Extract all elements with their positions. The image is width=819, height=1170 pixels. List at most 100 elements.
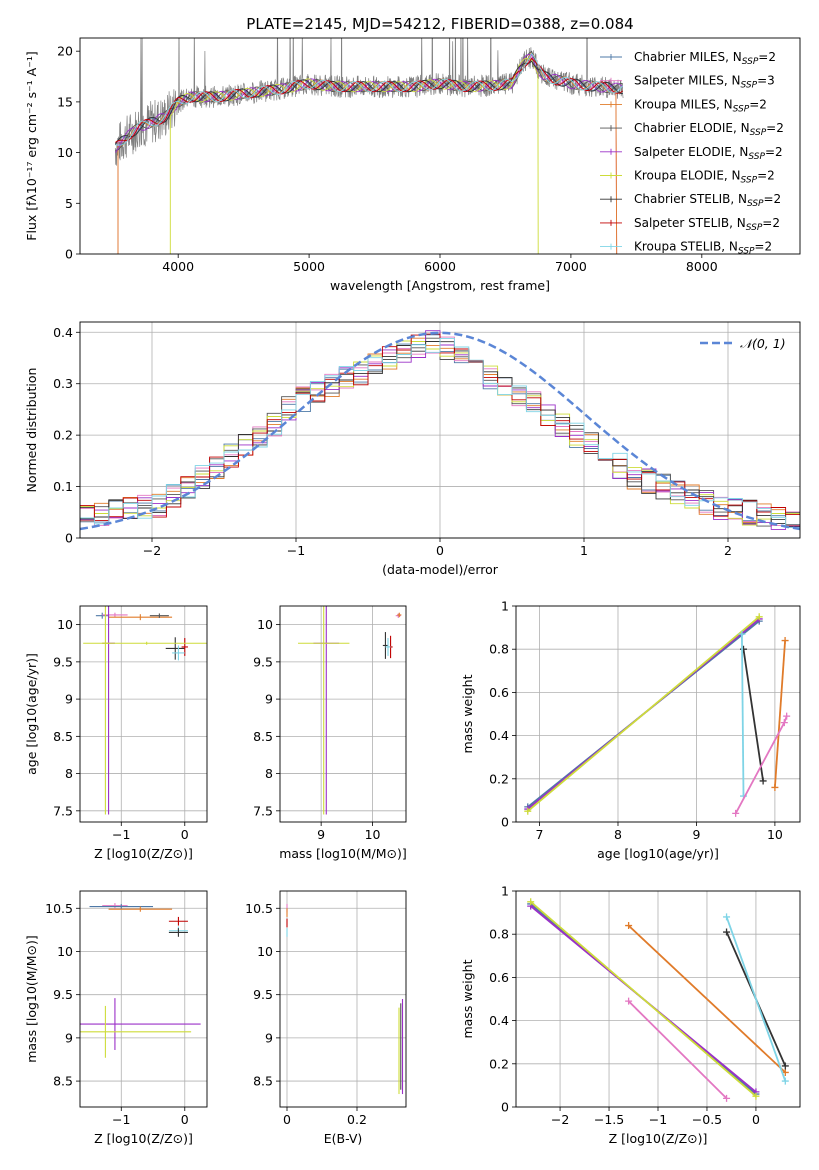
y-tick-label: 10.5 — [45, 901, 73, 916]
x-tick-label: 8 — [614, 827, 622, 842]
legend-label: Kroupa ELODIE, NSSP=2 — [634, 169, 775, 186]
y-tick-label: 0.2 — [489, 1056, 509, 1071]
plot-area — [286, 903, 404, 1095]
x-tick-label: 9 — [692, 827, 700, 842]
y-tick-label: 0.2 — [489, 771, 509, 786]
y-tick-label: 0.8 — [489, 642, 509, 657]
y-tick-label: 0 — [65, 531, 73, 546]
y-tick-label: 8 — [65, 766, 73, 781]
y-tick-label: 9.5 — [53, 654, 73, 669]
axes-frame — [79, 37, 801, 255]
y-tick-label: 0.6 — [489, 970, 509, 985]
y-tick-label: 7.5 — [253, 803, 273, 818]
y-tick-label: 0 — [501, 1100, 509, 1115]
plot-area — [524, 613, 791, 817]
model-curve-salpeter-elodie — [114, 54, 624, 153]
figure-title: PLATE=2145, MJD=54212, FIBERID=0388, z=0… — [246, 15, 633, 33]
series-marker — [780, 719, 788, 727]
x-tick-label: −1 — [287, 543, 305, 558]
y-tick-label: 7.5 — [53, 803, 73, 818]
y-tick-label: 0.4 — [53, 325, 73, 340]
x-axis-label: mass [log10(M/M⊙)] — [279, 846, 407, 861]
series-line-salpeter-miles — [627, 1000, 728, 1100]
y-tick-label: 10.5 — [245, 901, 273, 916]
x-tick-label: −1.5 — [594, 1112, 624, 1127]
axes-frame — [515, 890, 801, 1108]
series-marker — [740, 645, 748, 653]
x-tick-label: 2 — [724, 543, 732, 558]
x-tick-label: −1 — [112, 1112, 130, 1127]
x-tick-label: 0 — [181, 827, 189, 842]
plot-area — [83, 606, 207, 815]
model-curve-chabrier-miles — [114, 60, 623, 144]
axes-frame — [79, 605, 208, 823]
plot-area — [298, 606, 402, 815]
axes-frame — [79, 321, 801, 539]
x-tick-label: 1 — [580, 543, 588, 558]
panel-age-vs-Z: −1 0 7.5 8 8.5 9 9.5 10 Z [log10(Z/Z⊙)] age [log1… — [24, 605, 208, 861]
panel-weight-vs-age: 7 8 9 10 0 0.2 0.4 0.6 0.8 1 age [log10(age/yr)] ma… — [460, 599, 801, 861]
x-tick-label: 0.2 — [347, 1112, 367, 1127]
x-tick-label: −1 — [112, 827, 130, 842]
y-tick-label: 0.2 — [53, 428, 73, 443]
series-marker — [752, 1092, 760, 1100]
plot-area — [80, 903, 201, 1058]
series-marker — [759, 777, 767, 785]
x-axis-label: wavelength [Angstrom, rest frame] — [330, 278, 550, 293]
y-tick-label: 15 — [57, 94, 73, 109]
series-line-kroupa-elodie — [530, 901, 757, 1097]
series-marker — [524, 807, 532, 815]
y-tick-label: 20 — [57, 44, 73, 59]
series-line-kroupa-elodie — [527, 616, 760, 812]
legend-label: Chabrier MILES, NSSP=2 — [634, 50, 776, 67]
y-tick-label: 1 — [501, 884, 509, 899]
y-tick-label: 0.3 — [53, 376, 73, 391]
x-tick-label: 8000 — [686, 259, 718, 274]
x-tick-label: 9 — [317, 827, 325, 842]
series-marker — [771, 783, 779, 791]
panel-mass-vs-EBV: 0 0.2 8.5 9 9.5 10 10.5 E(B-V) — [245, 890, 407, 1146]
axes-frame — [279, 890, 407, 1108]
x-tick-label: 7000 — [555, 259, 587, 274]
y-tick-label: 10 — [57, 145, 73, 160]
series-marker — [625, 997, 633, 1005]
y-tick-label: 0.4 — [489, 728, 509, 743]
series-marker — [783, 712, 791, 720]
histogram-kroupa-stelib — [80, 337, 800, 529]
x-tick-label: −1 — [649, 1112, 667, 1127]
series-marker — [781, 1062, 789, 1070]
y-tick-label: 0 — [501, 815, 509, 830]
y-tick-label: 1 — [501, 599, 509, 614]
y-tick-label: 10 — [57, 944, 73, 959]
x-tick-label: 0 — [283, 1112, 291, 1127]
series-line-kroupa-stelib — [725, 916, 787, 1082]
y-tick-label: 9 — [265, 692, 273, 707]
x-tick-label: 0 — [752, 1112, 760, 1127]
model-curve-kroupa-stelib — [115, 52, 624, 146]
y-tick-label: 0.4 — [489, 1013, 509, 1028]
series-line-kroupa-miles — [774, 640, 786, 788]
x-axis-label: Z [log10(Z/Z⊙)] — [94, 1131, 193, 1146]
plot-area — [80, 330, 800, 531]
series-line-kroupa-miles — [627, 924, 786, 1074]
y-tick-label: 8.5 — [253, 729, 273, 744]
plot-area — [527, 898, 789, 1102]
axes-frame — [79, 890, 208, 1108]
y-tick-label: 9 — [65, 1030, 73, 1045]
series-marker — [755, 613, 763, 621]
y-tick-label: 9 — [65, 692, 73, 707]
legend-label: Chabrier ELODIE, NSSP=2 — [634, 121, 784, 138]
y-tick-label: 0.6 — [489, 685, 509, 700]
model-curve-chabrier-stelib — [114, 60, 623, 145]
y-tick-label: 9.5 — [253, 987, 273, 1002]
y-axis-label: mass [log10(M/M⊙)] — [24, 935, 39, 1063]
axes-frame — [279, 605, 407, 823]
y-tick-label: 8 — [265, 766, 273, 781]
series-marker — [781, 1077, 789, 1085]
x-tick-label: 10 — [365, 827, 381, 842]
legend-label: Salpeter MILES, NSSP=3 — [634, 74, 775, 91]
series-marker — [723, 913, 731, 921]
x-axis-label: age [log10(age/yr)] — [597, 846, 719, 861]
y-tick-label: 0 — [65, 247, 73, 262]
